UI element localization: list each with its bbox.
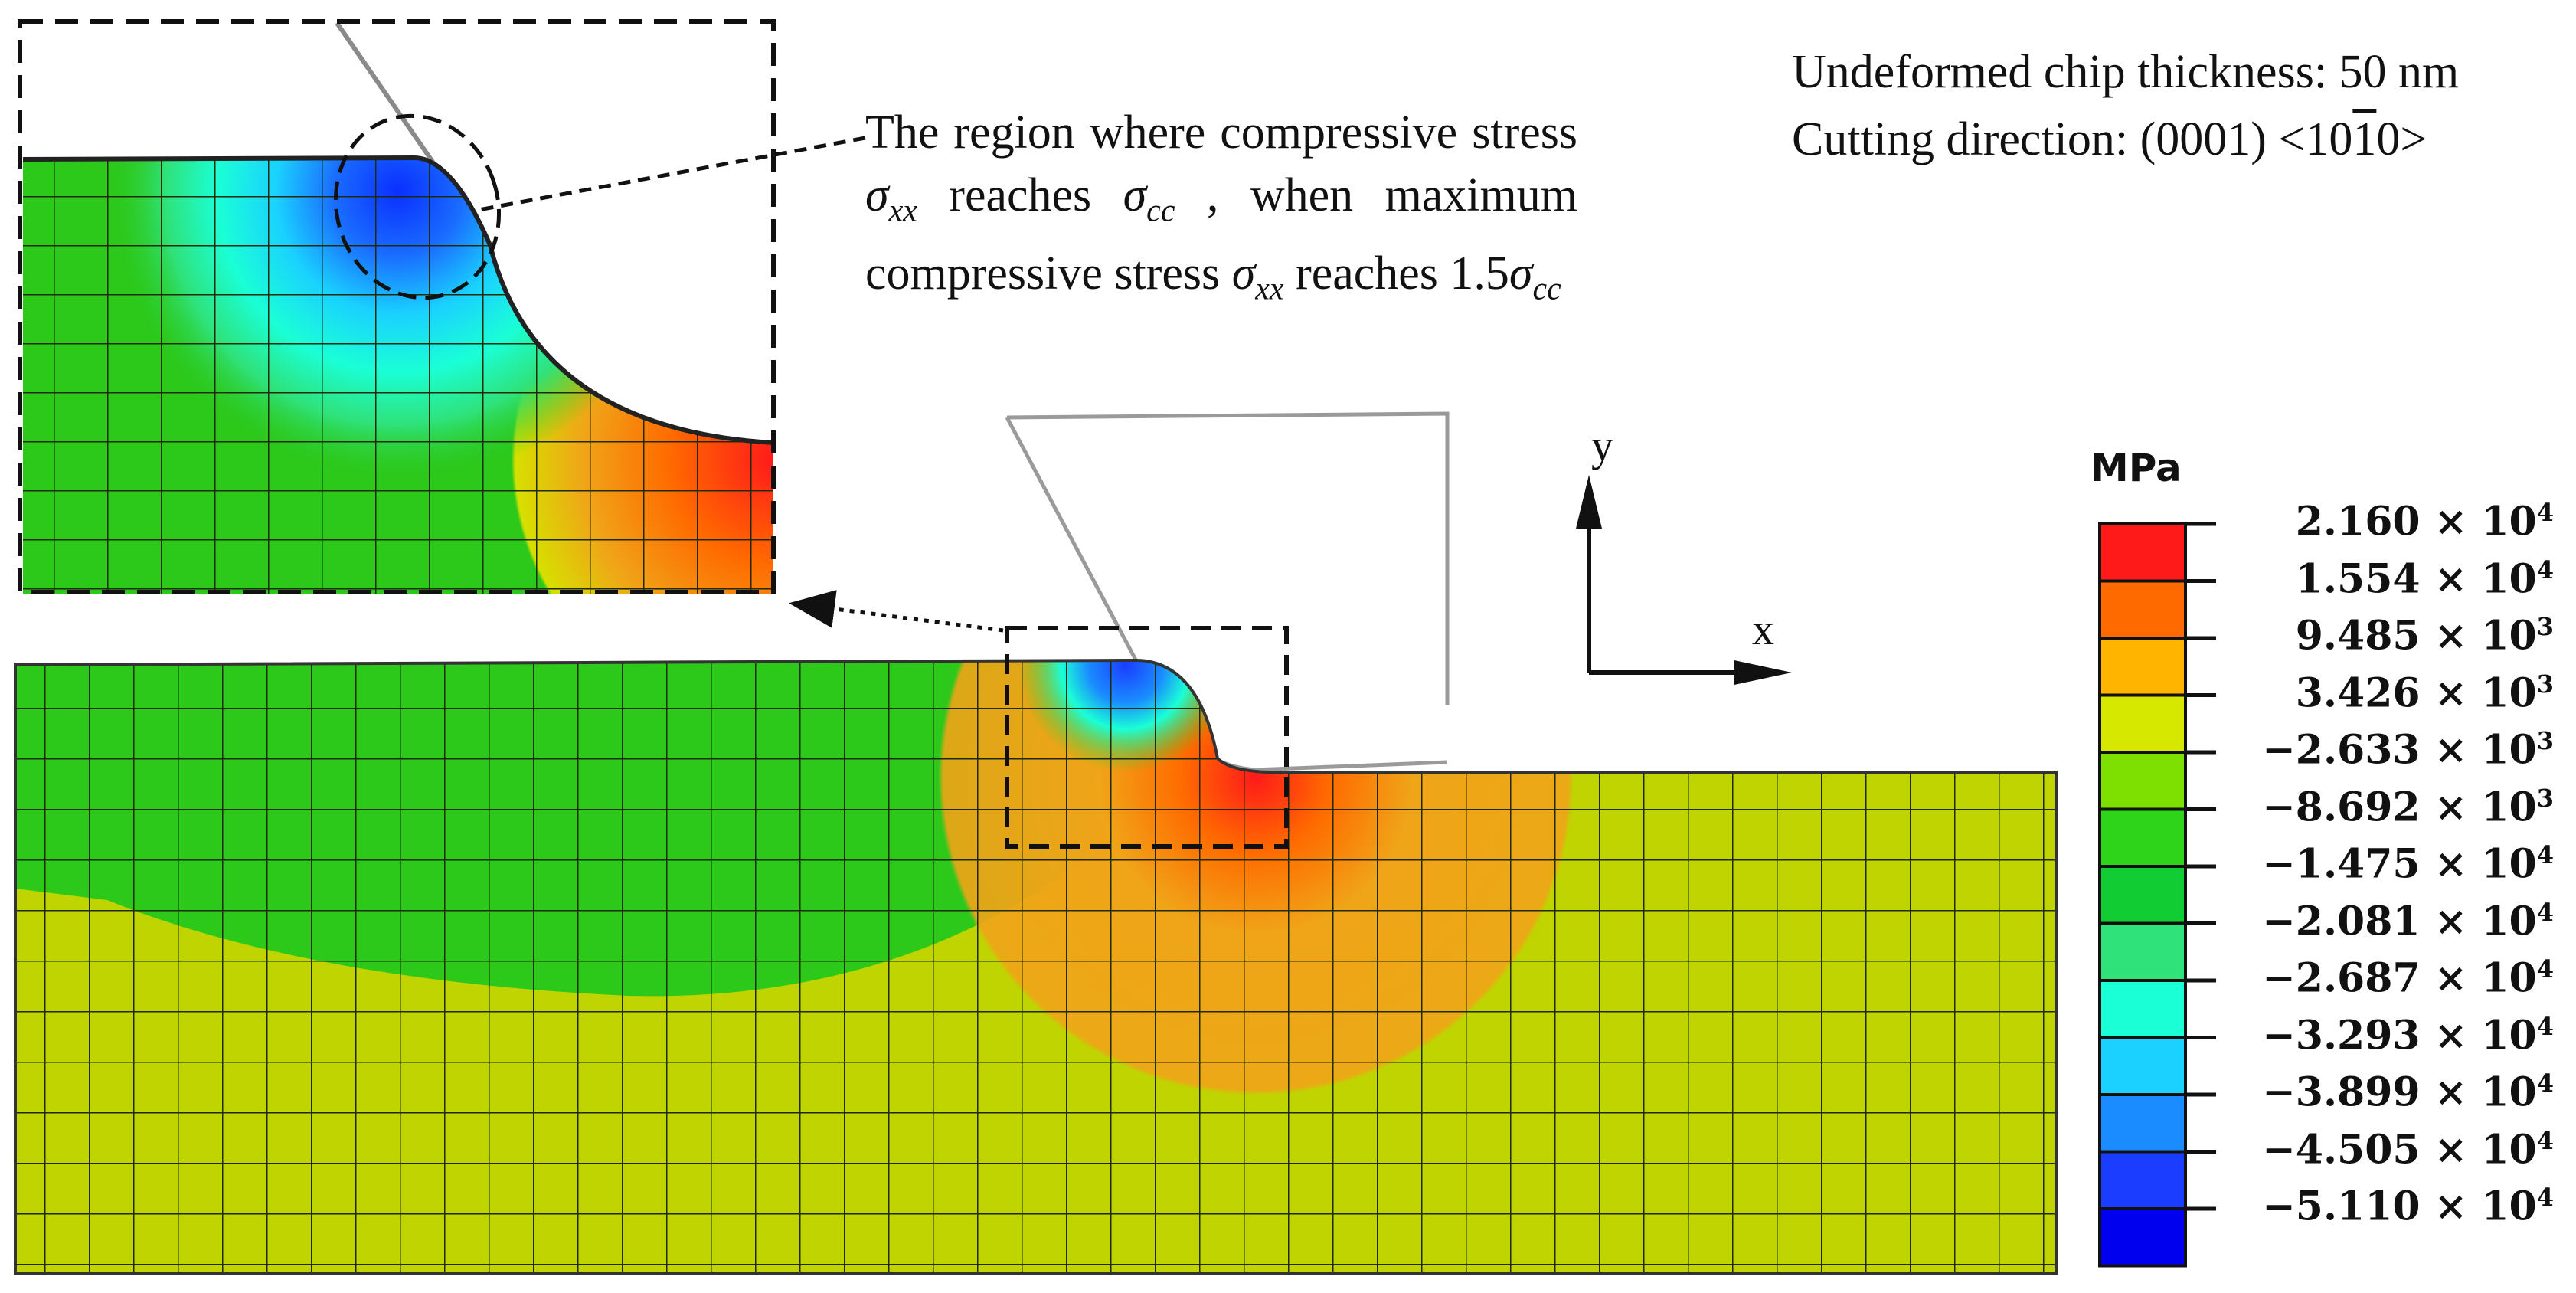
legend-swatch xyxy=(2098,865,2187,925)
workpiece-border xyxy=(14,658,2058,1275)
legend-label: −5.110 × 104 xyxy=(2262,1183,2554,1230)
x-axis-label: x xyxy=(1752,604,1774,654)
zoom-inset-mesh xyxy=(23,157,773,594)
legend-swatch xyxy=(2098,1036,2187,1096)
legend-label: −1.475 × 104 xyxy=(2262,840,2554,888)
cutting-info: Undeformed chip thickness: 50 nm Cutting… xyxy=(1792,38,2459,173)
legend-label: −4.505 × 104 xyxy=(2262,1125,2554,1173)
legend-label: −3.899 × 104 xyxy=(2262,1069,2554,1116)
compressive-region-ellipse xyxy=(333,113,502,300)
zoom-arrow xyxy=(789,590,1004,633)
y-axis-label: y xyxy=(1591,421,1613,470)
annotation-leader-line xyxy=(474,136,866,213)
legend-colorbar xyxy=(2098,522,2216,1268)
cutting-direction-label: Cutting direction: (0001) <1010> xyxy=(1792,113,2427,165)
legend-label: 9.485 × 103 xyxy=(2295,612,2554,660)
zoom-inset-frame xyxy=(18,19,776,594)
coordinate-axes xyxy=(1576,475,1792,685)
legend-label: 2.160 × 104 xyxy=(2295,498,2554,545)
legend-swatch xyxy=(2098,1093,2187,1154)
legend-swatch xyxy=(2098,751,2187,811)
legend-swatch xyxy=(2098,693,2187,754)
legend-unit: MPa xyxy=(2091,446,2182,490)
legend-swatch xyxy=(2098,1150,2187,1210)
legend-label: 1.554 × 104 xyxy=(2295,555,2554,602)
legend-label: 3.426 × 103 xyxy=(2295,669,2554,716)
legend-label: −8.692 × 103 xyxy=(2262,783,2554,830)
zoom-inset-surface xyxy=(22,155,774,445)
legend-swatch xyxy=(2098,637,2187,697)
legend-swatch xyxy=(2098,522,2187,583)
legend-swatch xyxy=(2098,579,2187,640)
legend-swatch xyxy=(2098,921,2187,982)
legend-swatch xyxy=(2098,1207,2187,1268)
chip-thickness-label: Undeformed chip thickness: 50 nm xyxy=(1792,46,2460,98)
legend-label: −2.081 × 104 xyxy=(2262,897,2554,944)
workpiece-mesh xyxy=(15,660,2056,1273)
legend-swatch xyxy=(2098,979,2187,1039)
stress-annotation: The region where compressive stress σxx … xyxy=(865,106,1577,307)
legend-label: −2.633 × 103 xyxy=(2262,726,2554,774)
legend-label: −2.687 × 104 xyxy=(2262,954,2554,1002)
legend-label: −3.293 × 104 xyxy=(2262,1011,2554,1059)
detail-region-frame xyxy=(1005,626,1289,849)
legend-swatch xyxy=(2098,807,2187,868)
